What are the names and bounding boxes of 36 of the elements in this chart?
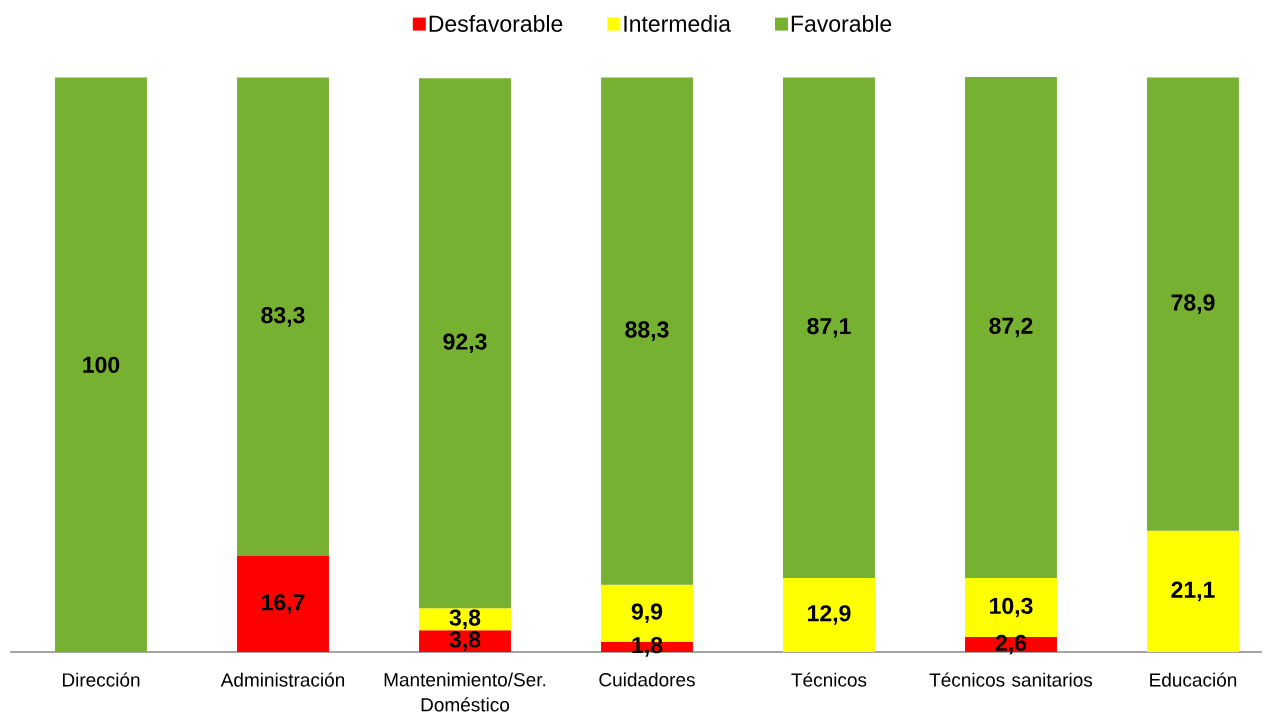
data-label: 3,8	[449, 631, 481, 651]
data-label: 87,2	[989, 317, 1033, 338]
data-label: 100	[83, 356, 120, 373]
bar	[783, 77, 875, 578]
legend-label: Desfavorable	[429, 15, 563, 32]
x-tick-label: Mantenimiento/Ser. Doméstico	[384, 672, 546, 712]
bar	[55, 77, 147, 652]
data-label: 9,9	[631, 603, 663, 624]
bar	[965, 77, 1057, 578]
bar	[419, 630, 511, 652]
x-tick-label: Técnicos	[791, 672, 867, 687]
bar	[237, 77, 329, 557]
x-tick-label: Técnicos sanitarios	[929, 672, 1093, 687]
data-label: 83,3	[261, 307, 305, 327]
data-label: 3,8	[449, 609, 481, 630]
bar	[419, 78, 511, 609]
data-label: 16,7	[262, 594, 305, 614]
data-label: 87,1	[807, 317, 851, 338]
x-tick-label: Administración	[220, 672, 345, 687]
x-tick-label: Dirección	[62, 672, 140, 687]
data-label: 92,3	[443, 333, 487, 354]
bar	[237, 556, 329, 652]
x-tick-label: Cuidadores	[599, 672, 695, 687]
data-label: 21,1	[1171, 581, 1215, 602]
data-label: 12,9	[808, 605, 851, 625]
data-label: 78,9	[1171, 294, 1215, 314]
legend-label: Favorable	[791, 15, 892, 32]
data-label: 10,3	[990, 597, 1033, 618]
bar	[1147, 77, 1239, 531]
data-label: 88,3	[625, 321, 669, 341]
bar	[1147, 530, 1239, 652]
bar	[601, 77, 693, 585]
legend-label: Intermedia	[624, 15, 731, 32]
bar	[783, 577, 875, 652]
data-label: 2,6	[995, 634, 1027, 655]
x-tick-label: Educación	[1150, 672, 1237, 687]
